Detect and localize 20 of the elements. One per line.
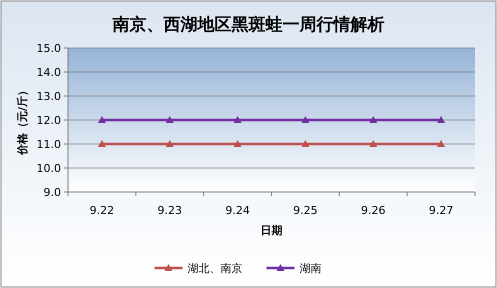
x-axis-title: 日期 [260, 224, 282, 237]
y-tick-label: 10.0 [36, 162, 61, 175]
legend-item: 湖北、南京 [154, 262, 242, 275]
x-tick-label: 9.25 [293, 204, 318, 217]
x-tick-label: 9.22 [90, 204, 114, 217]
chart-title: 南京、西湖地区黑斑蛙一周行情解析 [112, 15, 384, 35]
legend-item: 湖南 [266, 262, 322, 275]
y-tick-label: 14.0 [36, 66, 61, 79]
y-tick-label: 9.0 [44, 186, 61, 199]
legend-label: 湖北、南京 [188, 262, 242, 275]
y-tick-label: 13.0 [36, 90, 61, 103]
x-tick-label: 9.23 [158, 204, 182, 217]
x-tick-label: 9.27 [428, 204, 454, 217]
x-tick-label: 9.26 [361, 204, 386, 217]
y-tick-label: 11.0 [36, 138, 61, 151]
y-tick-label: 12.0 [36, 114, 61, 127]
legend-label: 湖南 [300, 262, 322, 275]
y-axis-title: 价格（元/斤） [16, 84, 29, 156]
y-tick-label: 15.0 [36, 42, 61, 55]
x-tick-label: 9.24 [225, 204, 250, 217]
